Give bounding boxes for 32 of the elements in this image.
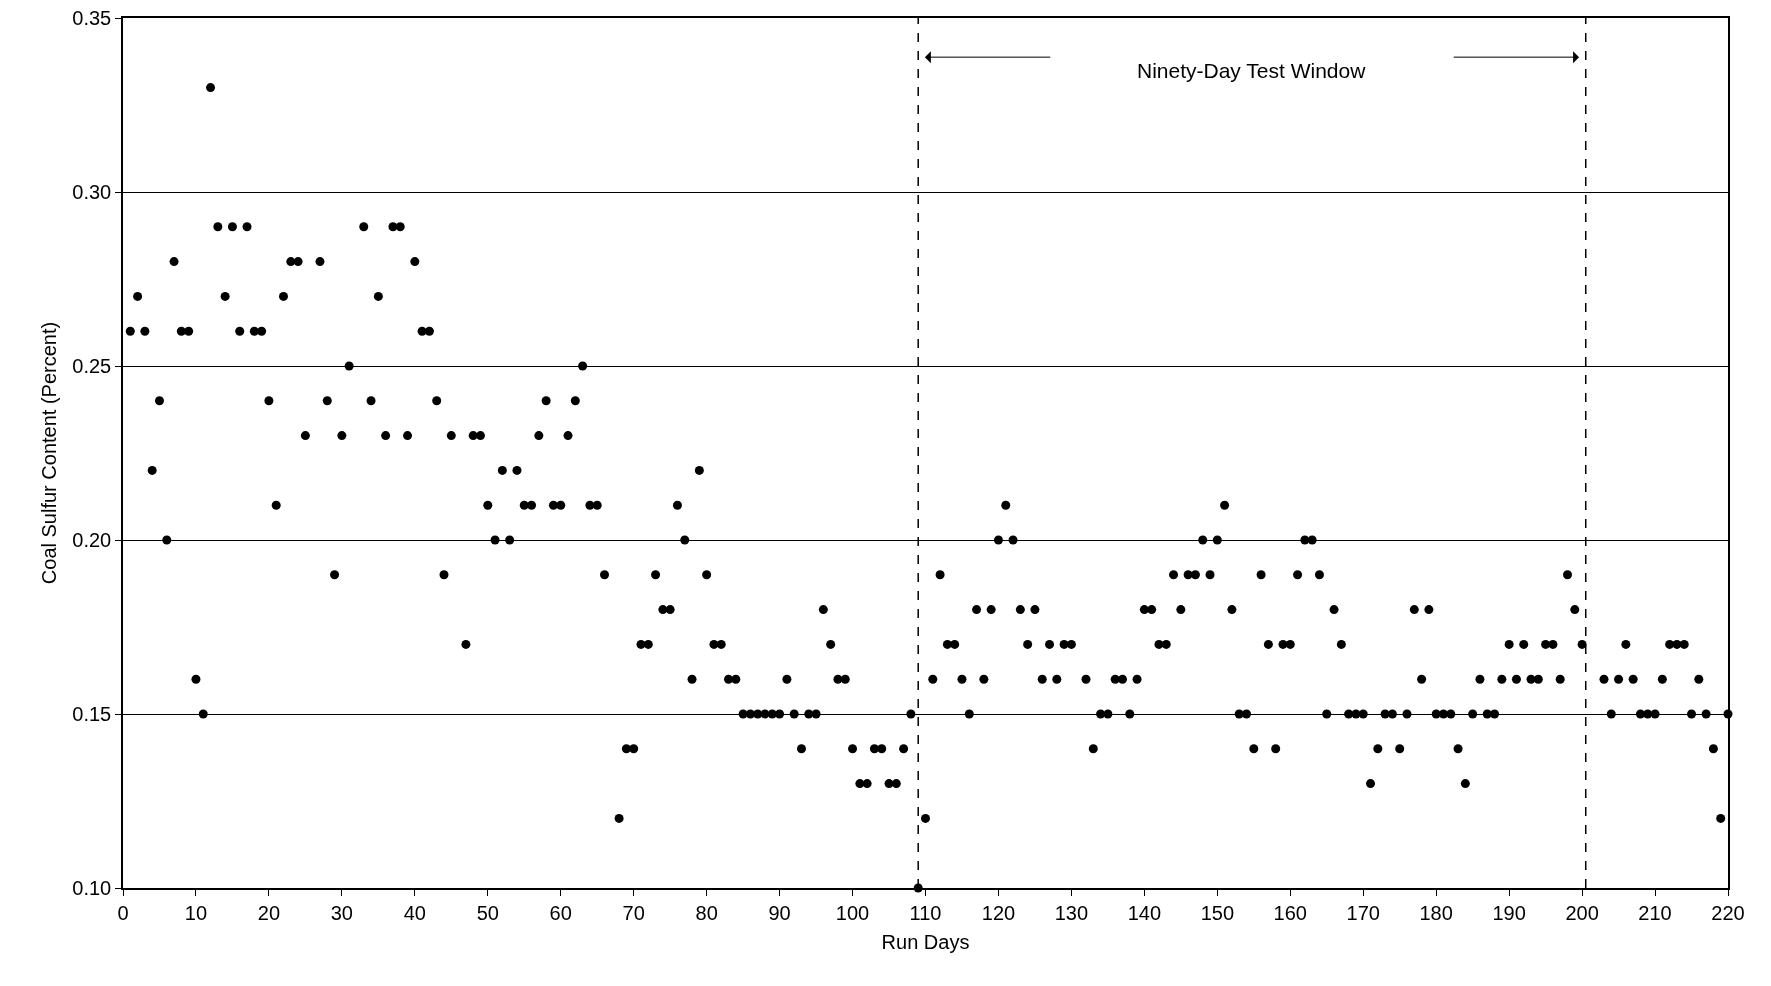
x-tick-label: 30 xyxy=(330,901,353,924)
annotation: Ninety-Day Test Window xyxy=(1137,59,1367,82)
x-tick-label: 80 xyxy=(695,901,718,924)
x-tick-label: 10 xyxy=(184,901,208,924)
x-tick-label: 0 xyxy=(117,901,129,924)
x-tick-label: 190 xyxy=(1492,901,1526,924)
x-tick-label: 60 xyxy=(549,901,572,924)
y-tick-label: 0.15 xyxy=(72,703,112,725)
x-tick-label: 220 xyxy=(1711,901,1745,924)
x-tick-label: 20 xyxy=(257,901,281,924)
y-tick-label: 0.20 xyxy=(72,529,112,551)
y-tick-label: 0.30 xyxy=(72,181,112,203)
x-tick-label: 140 xyxy=(1127,901,1162,924)
y-tick-label: 0.35 xyxy=(72,7,112,29)
x-tick-label: 40 xyxy=(403,901,426,924)
x-tick-label: 150 xyxy=(1200,901,1235,924)
x-tick-label: 120 xyxy=(981,901,1016,924)
x-tick-label: 70 xyxy=(622,901,645,924)
x-tick-label: 210 xyxy=(1638,901,1672,924)
x-tick-label: 110 xyxy=(909,901,942,924)
x-tick-label: 90 xyxy=(768,901,791,924)
x-tick-label: 200 xyxy=(1565,901,1599,924)
x-tick-label: 50 xyxy=(476,901,499,924)
x-tick-label: 130 xyxy=(1054,901,1089,924)
x-tick-label: 100 xyxy=(835,901,870,924)
x-tick-label: 160 xyxy=(1273,901,1307,924)
y-axis-title: Coal Sulfur Content (Percent) xyxy=(38,321,61,585)
x-tick-label: 170 xyxy=(1346,901,1380,924)
x-tick-label: 180 xyxy=(1419,901,1453,924)
y-tick-label: 0.10 xyxy=(72,877,112,899)
y-tick-label: 0.25 xyxy=(72,355,112,377)
x-axis-title: Run Days xyxy=(881,930,970,953)
